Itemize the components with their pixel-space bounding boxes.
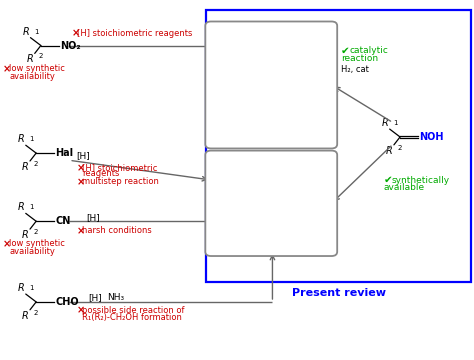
Text: 1: 1 [393, 120, 398, 126]
Text: CHO: CHO [55, 297, 79, 307]
Text: ✔: ✔ [341, 46, 350, 56]
Text: 2: 2 [260, 93, 264, 99]
Text: NH₃: NH₃ [107, 293, 124, 302]
Text: control: control [232, 161, 264, 170]
Text: H₂, cat: H₂, cat [341, 65, 369, 74]
Text: [H] stoichiometric: [H] stoichiometric [82, 163, 158, 172]
Text: CN: CN [55, 216, 71, 226]
Text: selectivity: selectivity [240, 154, 287, 163]
Text: R: R [22, 311, 28, 321]
Text: 2: 2 [33, 229, 37, 235]
Text: 2: 2 [397, 145, 401, 151]
Text: 1: 1 [256, 186, 261, 193]
Text: 2: 2 [33, 161, 37, 167]
Text: R: R [22, 162, 28, 172]
Text: 1: 1 [34, 29, 39, 35]
Text: 1: 1 [29, 285, 34, 291]
Text: ×: × [76, 163, 84, 173]
Text: R: R [18, 134, 24, 144]
Text: NO₂: NO₂ [60, 41, 81, 50]
Text: [H]: [H] [76, 152, 90, 161]
Text: 1: 1 [29, 204, 34, 211]
Text: 2: 2 [260, 211, 264, 217]
Text: R: R [27, 54, 33, 64]
Text: ×: × [3, 239, 11, 249]
Text: R: R [22, 27, 29, 37]
Text: [H]: [H] [86, 213, 100, 222]
Text: ×: × [3, 64, 11, 74]
Text: 1: 1 [256, 68, 261, 74]
Text: ×: × [76, 177, 84, 187]
Text: synthetically: synthetically [391, 176, 449, 185]
Text: availability: availability [9, 247, 55, 256]
Text: R: R [245, 184, 251, 194]
Text: R: R [18, 202, 24, 212]
Text: R: R [386, 146, 392, 156]
Text: R₁(R₂)-CH₂OH formation: R₁(R₂)-CH₂OH formation [82, 313, 182, 322]
FancyBboxPatch shape [205, 22, 337, 148]
Text: NH₂: NH₂ [282, 198, 302, 208]
Text: ×: × [76, 306, 84, 315]
Text: 2: 2 [38, 53, 42, 59]
Text: NOH: NOH [419, 132, 444, 142]
Text: ✔: ✔ [232, 153, 241, 163]
Text: ×: × [72, 28, 80, 39]
Text: R: R [249, 212, 255, 222]
Text: catalytic: catalytic [349, 46, 388, 55]
FancyBboxPatch shape [206, 10, 471, 282]
Text: NHOH: NHOH [282, 80, 315, 90]
Text: reaction: reaction [341, 54, 378, 63]
Text: Present review: Present review [292, 288, 386, 298]
Text: harsh conditions: harsh conditions [82, 226, 152, 235]
Text: 1: 1 [29, 136, 34, 142]
Text: R: R [249, 94, 255, 104]
Text: [H] stoichiometric reagents: [H] stoichiometric reagents [77, 30, 192, 39]
Text: possible side reaction of: possible side reaction of [82, 306, 185, 315]
Text: R: R [382, 118, 388, 128]
Text: reagents: reagents [82, 169, 120, 178]
Text: availability: availability [9, 72, 55, 81]
Text: multistep reaction: multistep reaction [82, 177, 159, 186]
Text: low synthetic: low synthetic [9, 64, 65, 73]
Text: Hal: Hal [55, 148, 73, 158]
Text: R: R [22, 230, 28, 240]
Text: low synthetic: low synthetic [9, 239, 65, 248]
Text: R: R [18, 283, 24, 293]
Text: 2: 2 [33, 310, 37, 316]
FancyBboxPatch shape [205, 150, 337, 256]
Text: R: R [245, 66, 251, 76]
Text: ✔: ✔ [383, 175, 392, 185]
Text: ×: × [76, 226, 84, 236]
Text: available: available [383, 183, 425, 192]
Text: [H]: [H] [88, 293, 102, 302]
